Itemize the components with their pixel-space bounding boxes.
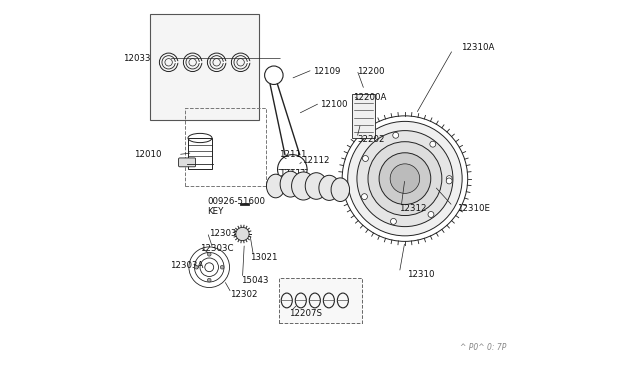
Text: 12111: 12111	[280, 150, 307, 159]
Circle shape	[362, 194, 367, 200]
Text: 12302: 12302	[230, 291, 257, 299]
Text: 12200A: 12200A	[353, 93, 387, 102]
Bar	[188, 138, 212, 169]
Text: 12200: 12200	[357, 67, 385, 76]
Bar	[353, 94, 374, 138]
Text: 13021: 13021	[250, 253, 277, 263]
Text: ^ P0^ 0: 7P: ^ P0^ 0: 7P	[460, 343, 507, 352]
Text: 12310: 12310	[407, 270, 435, 279]
Circle shape	[348, 121, 462, 236]
Text: 12033: 12033	[123, 54, 150, 63]
FancyBboxPatch shape	[179, 158, 196, 167]
Circle shape	[357, 131, 453, 227]
Circle shape	[362, 155, 369, 161]
Circle shape	[368, 142, 442, 215]
Circle shape	[207, 278, 211, 282]
Ellipse shape	[292, 172, 316, 200]
Ellipse shape	[305, 173, 328, 199]
Circle shape	[430, 141, 436, 147]
Text: 12207S: 12207S	[289, 309, 322, 318]
Text: 12303C: 12303C	[200, 244, 234, 253]
Text: 12312: 12312	[399, 203, 427, 213]
Ellipse shape	[331, 178, 349, 202]
Ellipse shape	[319, 175, 340, 201]
Text: 12111: 12111	[280, 169, 307, 177]
Text: 00926-51600
KEY: 00926-51600 KEY	[207, 197, 266, 216]
Text: 15043: 15043	[241, 276, 268, 285]
Text: 12310A: 12310A	[461, 43, 495, 52]
Circle shape	[236, 227, 249, 241]
Circle shape	[446, 178, 452, 184]
Circle shape	[446, 176, 452, 182]
Text: 12310E: 12310E	[456, 203, 490, 213]
Text: 12109: 12109	[312, 67, 340, 76]
Circle shape	[428, 212, 434, 217]
Ellipse shape	[280, 171, 301, 197]
Text: 12112: 12112	[301, 155, 329, 165]
Text: 12010: 12010	[134, 150, 161, 159]
Circle shape	[207, 253, 211, 256]
Circle shape	[393, 132, 399, 138]
Circle shape	[195, 265, 198, 269]
Text: 32202: 32202	[357, 135, 385, 144]
Circle shape	[379, 153, 431, 205]
Text: 12303: 12303	[209, 230, 237, 238]
Circle shape	[390, 164, 420, 193]
Circle shape	[390, 218, 396, 224]
FancyBboxPatch shape	[280, 278, 362, 323]
Text: 12100: 12100	[320, 100, 348, 109]
Ellipse shape	[266, 174, 285, 198]
Text: 12303A: 12303A	[170, 261, 204, 270]
FancyBboxPatch shape	[150, 14, 259, 119]
Circle shape	[220, 265, 224, 269]
